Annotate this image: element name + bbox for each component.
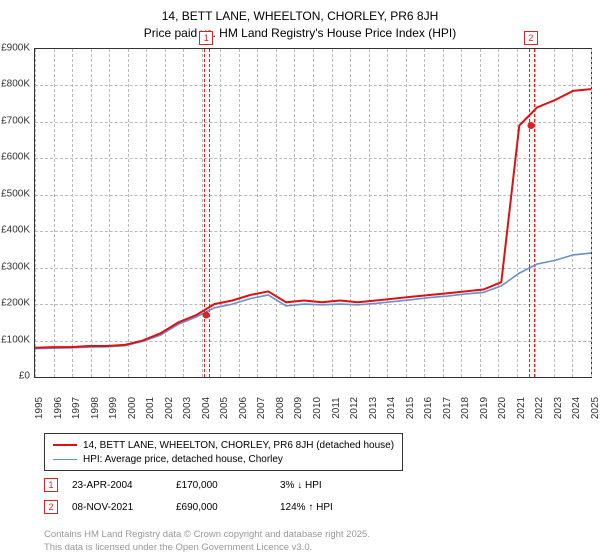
event-marker-1: 1 bbox=[44, 478, 58, 492]
x-tick-label: 1998 bbox=[90, 397, 101, 419]
legend-row: HPI: Average price, detached house, Chor… bbox=[53, 452, 394, 466]
x-axis-labels: 1995 1996 1997 1998 1999 2000 2001 2002 2003 2004… bbox=[34, 380, 592, 416]
event-date-1: 23-APR-2004 bbox=[72, 480, 162, 491]
x-tick-label: 2011 bbox=[331, 397, 342, 419]
legend-swatch bbox=[53, 459, 77, 460]
x-tick-label: 2001 bbox=[145, 397, 156, 419]
footer-attribution: Contains HM Land Registry data © Crown c… bbox=[44, 529, 370, 554]
x-tick-label: 2008 bbox=[275, 397, 286, 419]
event-row-2: 2 08-NOV-2021 £690,000 124% ↑ HPI bbox=[44, 500, 333, 514]
chart-area: £0 £100K £200K £300K £400K £500K £600K £700K £80… bbox=[0, 48, 600, 418]
footer-line2: This data is licensed under the Open Gov… bbox=[44, 542, 370, 554]
event-dot-2 bbox=[527, 122, 534, 129]
y-tick-label: £500K bbox=[1, 188, 30, 199]
x-tick-label: 2004 bbox=[201, 397, 212, 419]
legend-row: 14, BETT LANE, WHEELTON, CHORLEY, PR6 8J… bbox=[53, 438, 394, 452]
x-tick-label: 2005 bbox=[219, 397, 230, 419]
event-price-2: £690,000 bbox=[176, 502, 266, 513]
y-tick-label: £400K bbox=[1, 225, 30, 236]
x-tick-label: 2017 bbox=[442, 397, 453, 419]
chart-title-line1: 14, BETT LANE, WHEELTON, CHORLEY, PR6 8J… bbox=[0, 8, 600, 25]
y-axis-labels: £0£100K£200K£300K£400K£500K£600K£700K£80… bbox=[0, 48, 32, 378]
event-delta-2: 124% ↑ HPI bbox=[280, 502, 333, 513]
y-tick-label: £800K bbox=[1, 79, 30, 90]
x-tick-label: 2003 bbox=[182, 397, 193, 419]
x-tick-label: 2018 bbox=[460, 397, 471, 419]
x-tick-label: 2006 bbox=[238, 397, 249, 419]
x-tick-label: 2021 bbox=[516, 397, 527, 419]
x-tick-label: 2012 bbox=[349, 397, 360, 419]
x-tick-label: 2022 bbox=[534, 397, 545, 419]
gridline-v bbox=[591, 49, 592, 377]
footer-line1: Contains HM Land Registry data © Crown c… bbox=[44, 529, 370, 541]
x-tick-label: 2016 bbox=[423, 397, 434, 419]
x-tick-label: 2025 bbox=[590, 397, 600, 419]
x-tick-label: 2015 bbox=[405, 397, 416, 419]
x-tick-label: 2024 bbox=[571, 397, 582, 419]
x-tick-label: 1995 bbox=[34, 397, 45, 419]
event-row-1: 1 23-APR-2004 £170,000 3% ↓ HPI bbox=[44, 478, 322, 492]
x-tick-label: 2014 bbox=[386, 397, 397, 419]
y-tick-label: £0 bbox=[19, 371, 30, 382]
y-tick-label: £300K bbox=[1, 261, 30, 272]
legend-swatch bbox=[53, 444, 77, 446]
event-delta-1: 3% ↓ HPI bbox=[280, 480, 322, 491]
chart-title-line2: Price paid vs. HM Land Registry's House … bbox=[0, 25, 600, 42]
x-tick-label: 2019 bbox=[479, 397, 490, 419]
y-tick-label: £100K bbox=[1, 334, 30, 345]
y-tick-label: £700K bbox=[1, 115, 30, 126]
event-price-1: £170,000 bbox=[176, 480, 266, 491]
y-tick-label: £200K bbox=[1, 298, 30, 309]
chart-lines-svg bbox=[35, 49, 591, 377]
event-date-2: 08-NOV-2021 bbox=[72, 502, 162, 513]
series-price_paid bbox=[35, 89, 591, 348]
legend-label: HPI: Average price, detached house, Chor… bbox=[83, 454, 283, 465]
x-tick-label: 1996 bbox=[53, 397, 64, 419]
plot-region: 12 bbox=[34, 48, 592, 378]
event-marker-box-1: 1 bbox=[199, 31, 213, 45]
x-tick-label: 2013 bbox=[368, 397, 379, 419]
x-tick-label: 2023 bbox=[553, 397, 564, 419]
x-tick-label: 1999 bbox=[108, 397, 119, 419]
legend: 14, BETT LANE, WHEELTON, CHORLEY, PR6 8J… bbox=[44, 433, 403, 471]
x-tick-label: 2009 bbox=[293, 397, 304, 419]
y-tick-label: £900K bbox=[1, 43, 30, 54]
y-tick-label: £600K bbox=[1, 152, 30, 163]
x-tick-label: 2002 bbox=[164, 397, 175, 419]
event-marker-box-2: 2 bbox=[524, 31, 538, 45]
event-marker-2: 2 bbox=[44, 500, 58, 514]
x-tick-label: 2007 bbox=[256, 397, 267, 419]
x-tick-label: 2010 bbox=[312, 397, 323, 419]
legend-label: 14, BETT LANE, WHEELTON, CHORLEY, PR6 8J… bbox=[83, 440, 394, 451]
x-tick-label: 2000 bbox=[127, 397, 138, 419]
event-dot-1 bbox=[203, 312, 210, 319]
x-tick-label: 2020 bbox=[497, 397, 508, 419]
x-tick-label: 1997 bbox=[71, 397, 82, 419]
